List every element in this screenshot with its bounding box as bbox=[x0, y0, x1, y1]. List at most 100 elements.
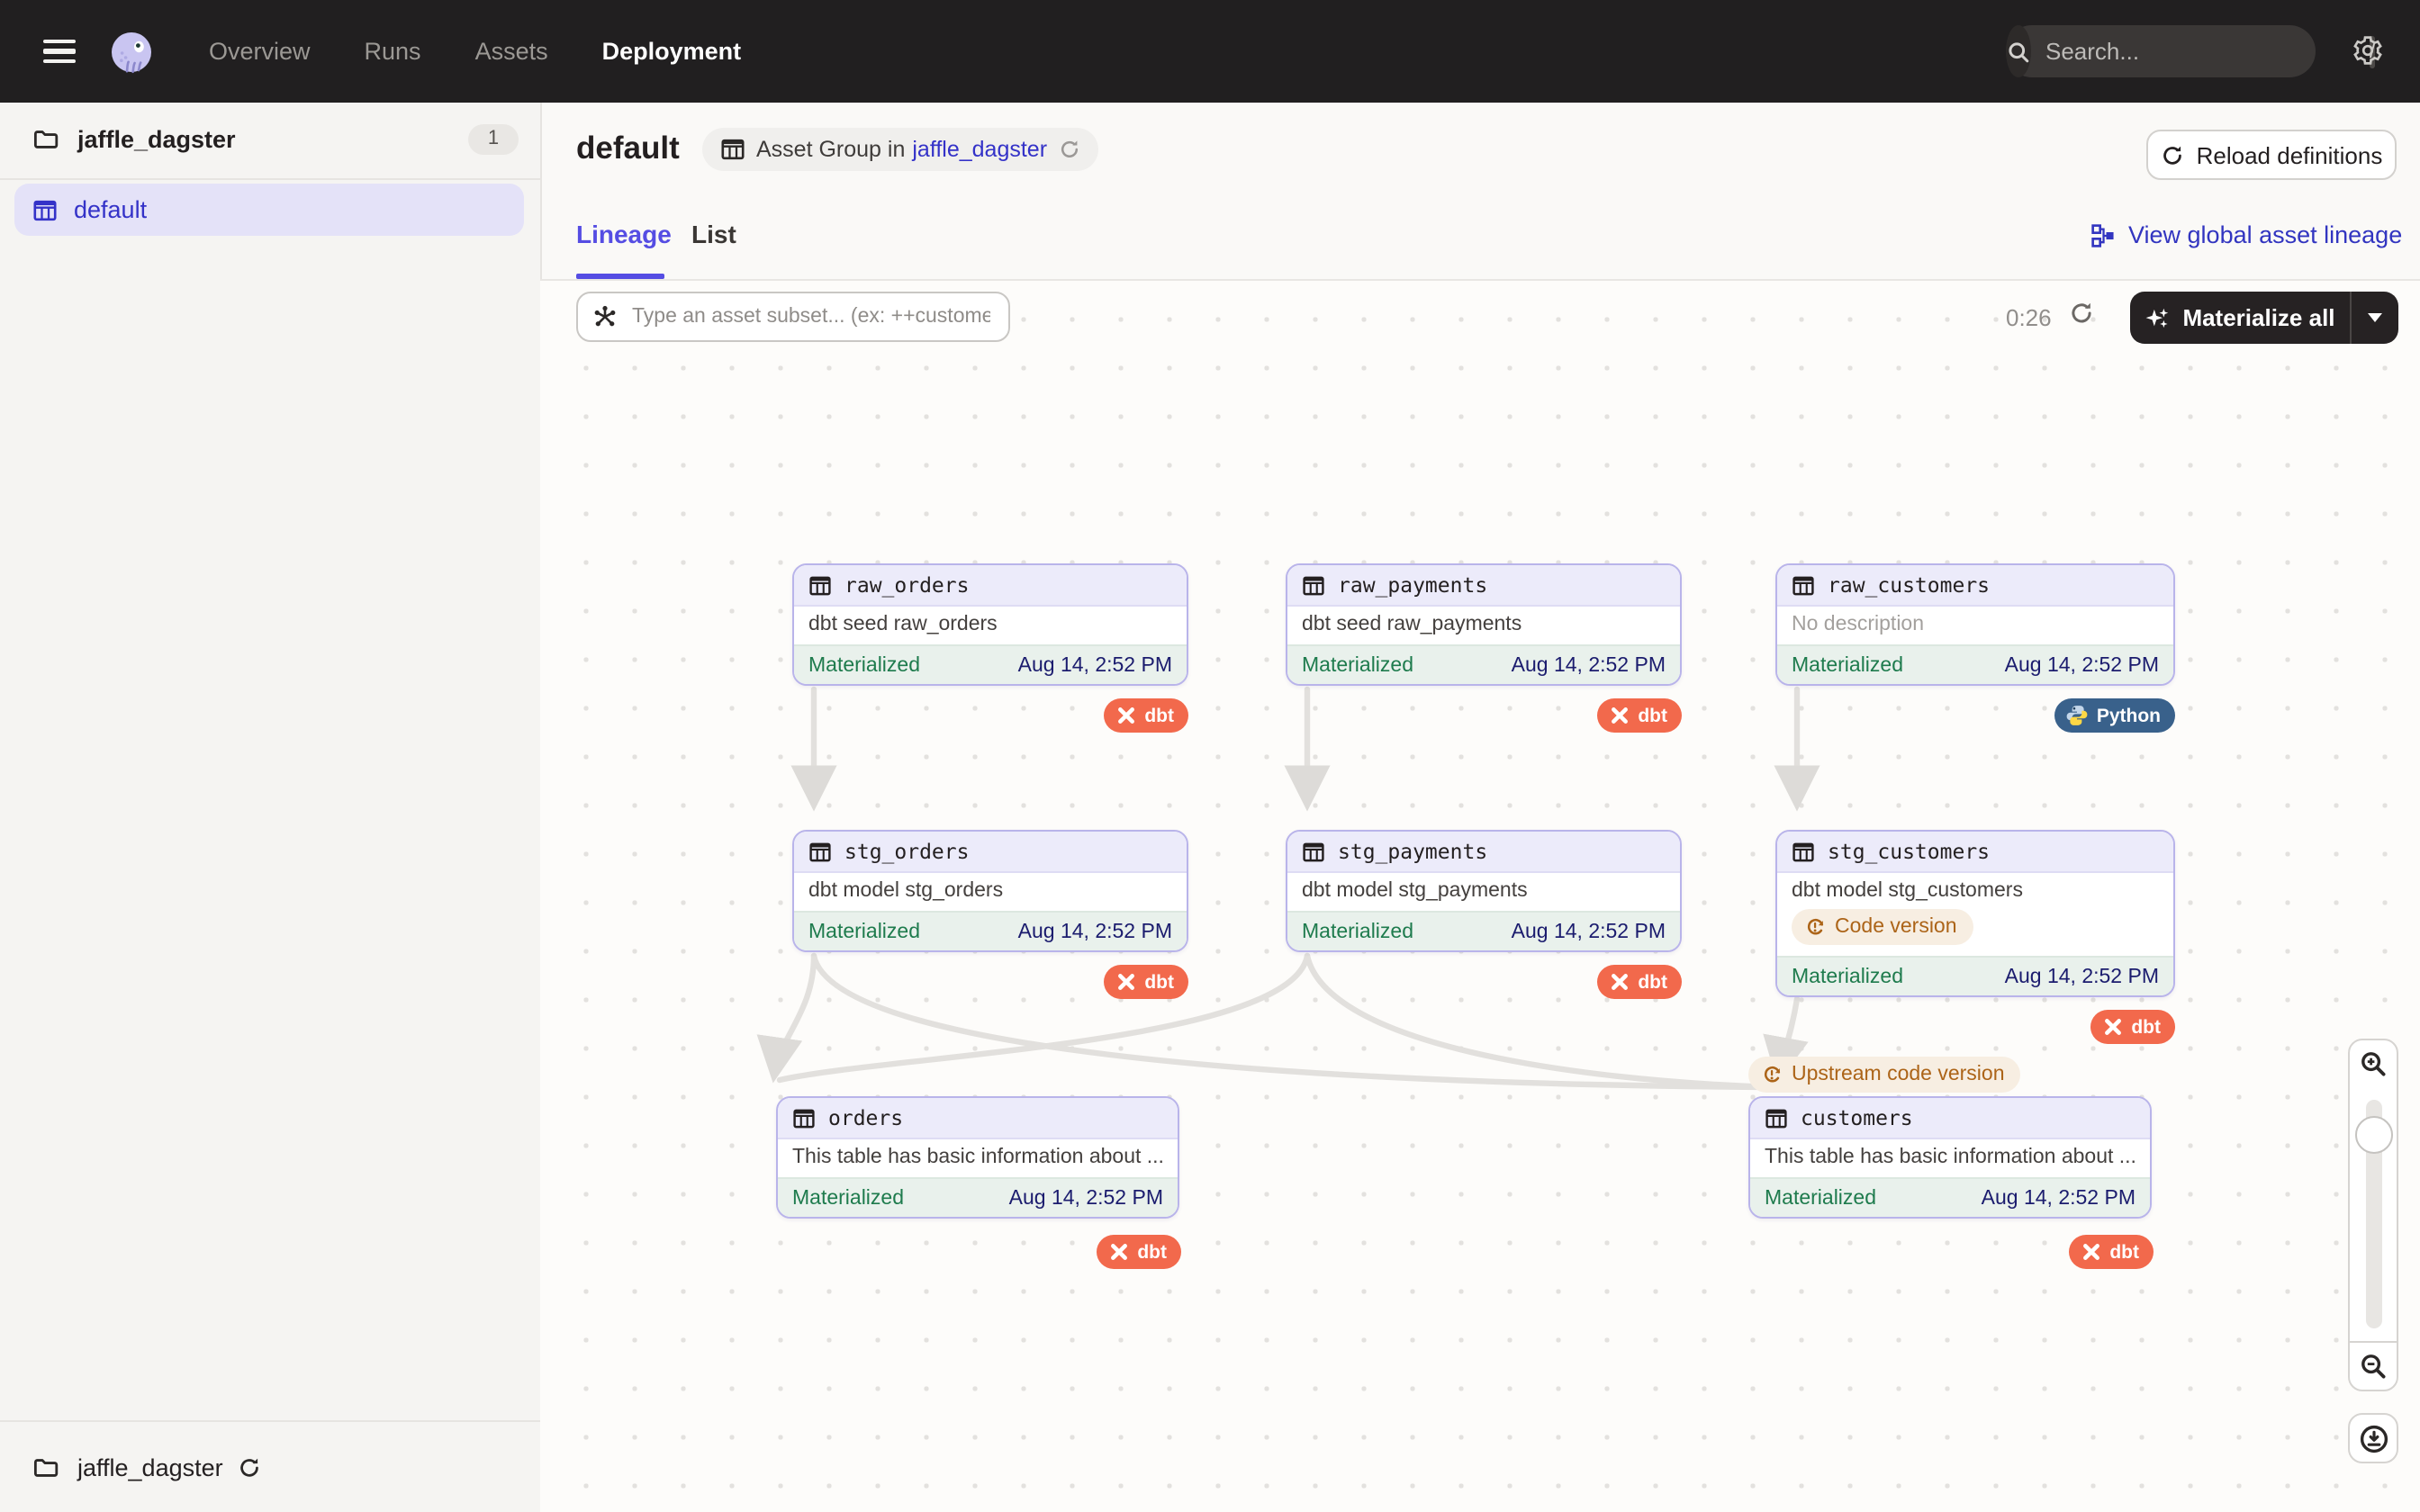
nav-link-deployment[interactable]: Deployment bbox=[601, 38, 742, 65]
status-label: Materialized bbox=[1302, 921, 1413, 942]
zoom-slider-thumb[interactable] bbox=[2354, 1116, 2392, 1154]
asset-name: customers bbox=[1801, 1105, 1913, 1130]
asset-node-orders[interactable]: orders This table has basic information … bbox=[776, 1096, 1179, 1219]
tab-lineage[interactable]: Lineage bbox=[576, 220, 672, 248]
sidebar-group-jaffle-dagster[interactable]: jaffle_dagster 1 bbox=[0, 103, 540, 175]
dbt-tag: dbt bbox=[2090, 1010, 2175, 1044]
dbt-tag: dbt bbox=[1596, 965, 1682, 999]
button-divider bbox=[2350, 292, 2352, 344]
status-label: Materialized bbox=[792, 1187, 904, 1209]
code-version-icon bbox=[1761, 1064, 1783, 1085]
table-icon bbox=[808, 840, 832, 863]
timestamp: Aug 14, 2:52 PM bbox=[1981, 1187, 2136, 1209]
sidebar-item-default[interactable]: default bbox=[14, 184, 524, 236]
page-title: default bbox=[576, 130, 680, 166]
sidebar-group-label: jaffle_dagster bbox=[77, 125, 236, 152]
dbt-logo-icon bbox=[1607, 970, 1630, 994]
dbt-logo-icon bbox=[1114, 970, 1137, 994]
table-icon bbox=[1302, 840, 1325, 863]
timestamp: Aug 14, 2:52 PM bbox=[1511, 654, 1666, 676]
asset-subset-input[interactable] bbox=[628, 304, 994, 329]
table-icon bbox=[1302, 573, 1325, 597]
folder-icon bbox=[32, 125, 59, 152]
asset-node-raw-orders[interactable]: raw_orders dbt seed raw_orders Materiali… bbox=[792, 563, 1188, 686]
asset-group-badge-link[interactable]: jaffle_dagster bbox=[912, 137, 1048, 162]
zoom-slider-track bbox=[2366, 1100, 2382, 1328]
header-divider bbox=[540, 279, 2420, 281]
reload-definitions-button[interactable]: Reload definitions bbox=[2146, 130, 2397, 180]
asset-node-raw-customers[interactable]: raw_customers No description Materialize… bbox=[1775, 563, 2175, 686]
sidebar-footer: jaffle_dagster bbox=[0, 1420, 540, 1512]
download-image-button[interactable] bbox=[2348, 1413, 2398, 1463]
refresh-icon[interactable] bbox=[2069, 301, 2094, 326]
reload-location-icon[interactable] bbox=[238, 1455, 261, 1479]
nav-link-assets[interactable]: Assets bbox=[474, 38, 548, 65]
op-selector-icon bbox=[592, 304, 618, 329]
group-count-badge: 1 bbox=[468, 123, 519, 154]
asset-node-stg-customers[interactable]: stg_customers dbt model stg_customers Co… bbox=[1775, 830, 2175, 997]
asset-subset-filter[interactable] bbox=[576, 292, 1010, 342]
dbt-tag: dbt bbox=[1103, 698, 1188, 733]
python-logo-icon bbox=[2066, 704, 2090, 727]
table-icon bbox=[1765, 1106, 1788, 1130]
asset-description: No description bbox=[1792, 614, 1925, 635]
timestamp: Aug 14, 2:52 PM bbox=[1017, 921, 1172, 942]
asset-group-icon bbox=[32, 197, 58, 222]
hamburger-menu-icon[interactable] bbox=[43, 40, 76, 63]
zoom-in-button[interactable] bbox=[2348, 1039, 2398, 1089]
view-global-asset-lineage-link[interactable]: View global asset lineage bbox=[2090, 221, 2402, 248]
active-tab-underline bbox=[576, 274, 664, 279]
asset-description: dbt seed raw_orders bbox=[808, 614, 998, 635]
search-input[interactable] bbox=[2031, 38, 2370, 65]
nav-link-runs[interactable]: Runs bbox=[364, 38, 421, 65]
top-nav: Overview Runs Assets Deployment / bbox=[0, 0, 2420, 103]
zoom-slider[interactable] bbox=[2348, 1087, 2398, 1343]
asset-node-raw-payments[interactable]: raw_payments dbt seed raw_payments Mater… bbox=[1286, 563, 1682, 686]
status-label: Materialized bbox=[1765, 1187, 1876, 1209]
materialize-all-label: Materialize all bbox=[2182, 304, 2335, 331]
status-label: Materialized bbox=[1302, 654, 1413, 676]
table-icon bbox=[792, 1106, 816, 1130]
status-label: Materialized bbox=[808, 654, 920, 676]
tab-list[interactable]: List bbox=[691, 220, 736, 248]
asset-name: orders bbox=[828, 1105, 904, 1130]
dbt-logo-icon bbox=[1114, 704, 1137, 727]
refresh-icon[interactable] bbox=[1058, 139, 1079, 160]
asset-description: This table has basic information about .… bbox=[792, 1147, 1163, 1168]
asset-description: dbt model stg_payments bbox=[1302, 880, 1528, 902]
materialize-dropdown-caret[interactable] bbox=[2352, 313, 2398, 322]
asset-name: raw_orders bbox=[844, 572, 970, 598]
folder-icon bbox=[32, 1454, 59, 1480]
asset-name: raw_payments bbox=[1338, 572, 1488, 598]
settings-gear-icon[interactable] bbox=[2352, 34, 2384, 67]
materialize-all-button[interactable]: Materialize all bbox=[2130, 292, 2398, 344]
lineage-canvas[interactable]: 0:26 Materialize all raw_orders dbt seed… bbox=[540, 281, 2420, 1512]
nav-link-overview[interactable]: Overview bbox=[209, 38, 311, 65]
timestamp: Aug 14, 2:52 PM bbox=[1008, 1187, 1163, 1209]
asset-node-stg-orders[interactable]: stg_orders dbt model stg_orders Material… bbox=[792, 830, 1188, 952]
dbt-tag: dbt bbox=[1596, 698, 1682, 733]
dbt-tag: dbt bbox=[1103, 965, 1188, 999]
reload-definitions-label: Reload definitions bbox=[2196, 141, 2383, 168]
python-tag: Python bbox=[2054, 698, 2175, 733]
asset-name: raw_customers bbox=[1828, 572, 1991, 598]
dbt-logo-icon bbox=[1607, 704, 1630, 727]
view-global-label: View global asset lineage bbox=[2128, 221, 2403, 248]
search-bar[interactable]: / bbox=[2006, 25, 2376, 77]
zoom-out-button[interactable] bbox=[2348, 1341, 2398, 1391]
asset-description: dbt model stg_orders bbox=[808, 880, 1004, 902]
lineage-edges bbox=[756, 686, 1820, 1091]
sparkle-icon bbox=[2145, 305, 2170, 330]
dagster-logo[interactable] bbox=[108, 28, 155, 75]
upstream-code-version-chip: Upstream code version bbox=[1748, 1057, 2021, 1093]
dbt-logo-icon bbox=[2079, 1240, 2102, 1264]
asset-node-customers[interactable]: customers This table has basic informati… bbox=[1748, 1096, 2152, 1219]
asset-node-stg-payments[interactable]: stg_payments dbt model stg_payments Mate… bbox=[1286, 830, 1682, 952]
search-icon bbox=[2006, 25, 2031, 77]
timestamp: Aug 14, 2:52 PM bbox=[2004, 654, 2159, 676]
table-icon bbox=[1792, 573, 1815, 597]
dbt-logo-icon bbox=[1106, 1240, 1130, 1264]
code-version-chip: Code version bbox=[1792, 909, 1973, 945]
code-location-label: jaffle_dagster bbox=[77, 1454, 223, 1480]
